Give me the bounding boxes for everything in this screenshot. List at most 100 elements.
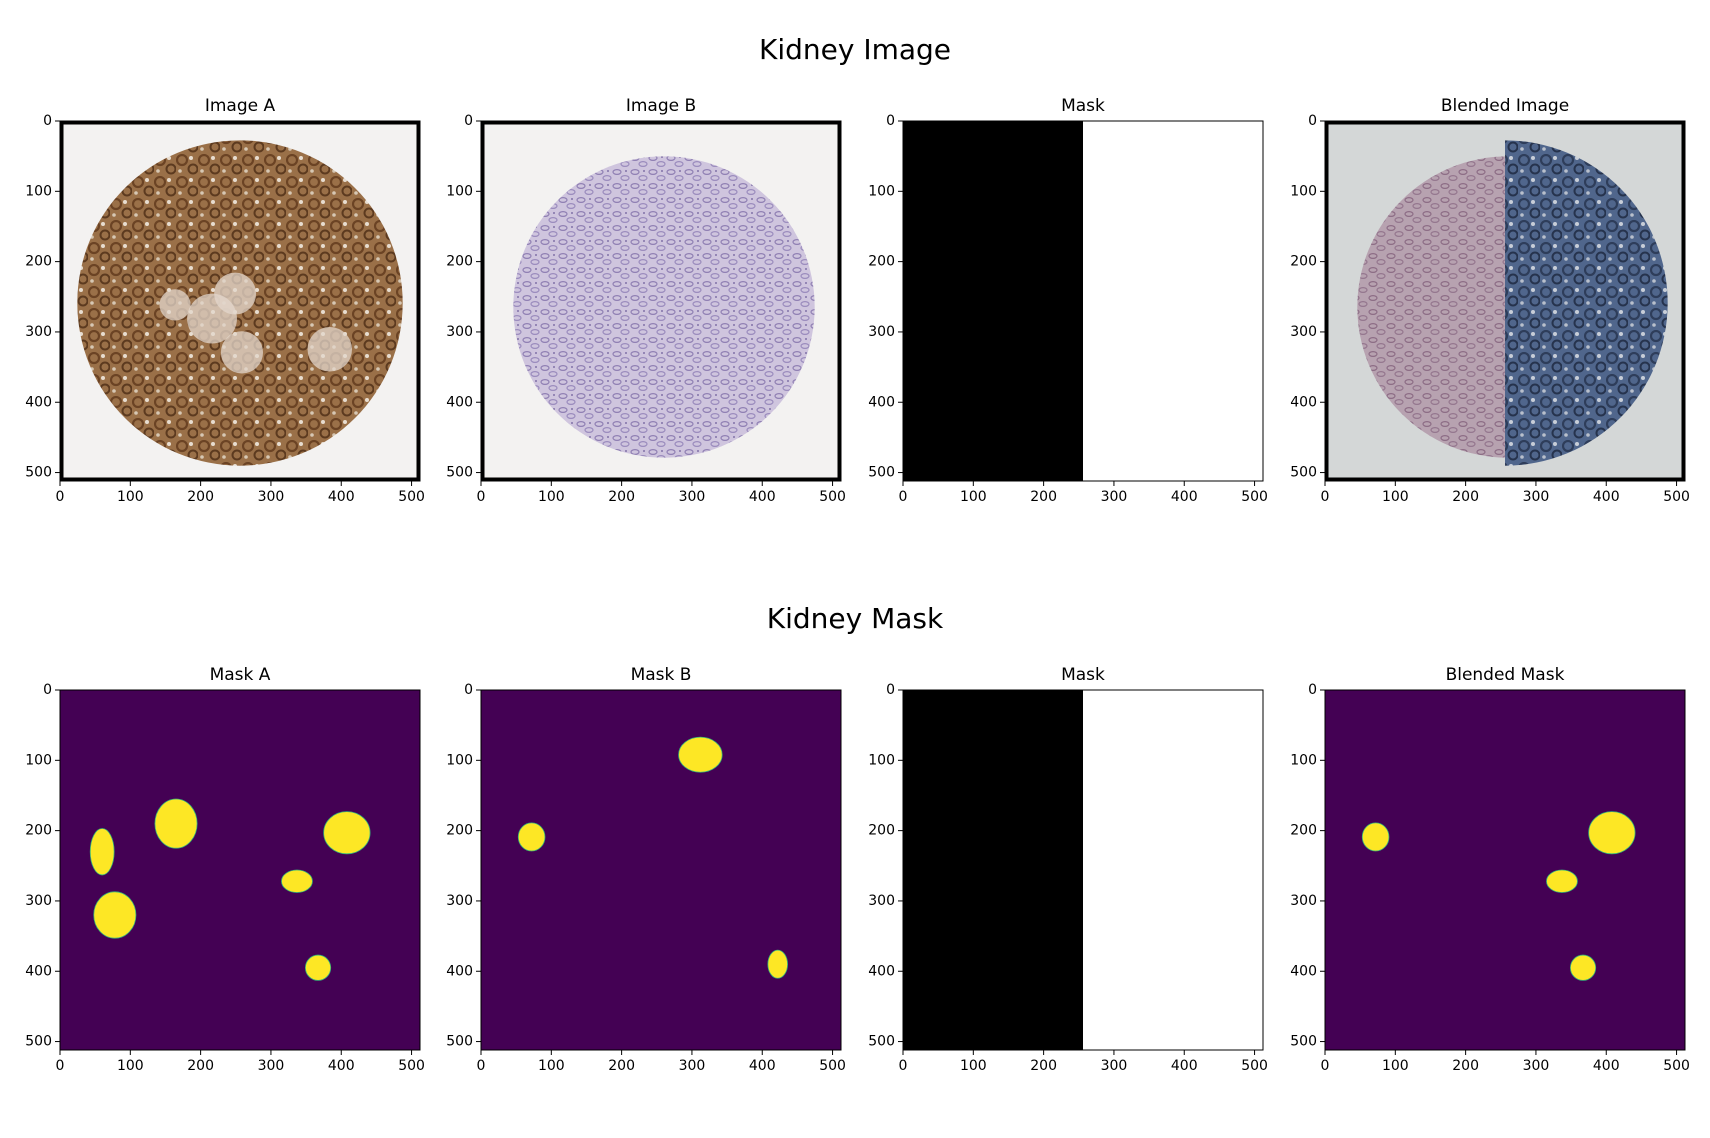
axes-frame (902, 120, 1264, 482)
tissue-right-half (1505, 140, 1668, 466)
y-tick-label: 0 (464, 113, 473, 129)
y-tick-label: 400 (868, 394, 895, 410)
x-tick-label: 300 (1523, 1058, 1550, 1074)
x-tick-label: 200 (608, 1058, 635, 1074)
x-tick-label: 500 (1663, 1058, 1690, 1074)
x-tick-label: 500 (398, 489, 425, 505)
mask-region (1546, 869, 1578, 893)
mask-region (1569, 954, 1597, 981)
image-area (903, 690, 1263, 1050)
glomerulus (214, 272, 257, 315)
y-tick-label: 0 (464, 682, 473, 698)
x-tick-label: 0 (56, 489, 65, 505)
x-tick-label: 200 (1452, 489, 1479, 505)
image-area (1325, 690, 1685, 1050)
y-tick-label: 100 (446, 752, 473, 768)
mask-region (89, 828, 115, 876)
y-tick-label: 500 (446, 465, 473, 481)
y-tick-label: 300 (1290, 324, 1317, 340)
image-area (481, 690, 841, 1050)
mask-region (1361, 822, 1390, 852)
mask-background (1325, 690, 1685, 1050)
y-tick-label: 0 (886, 113, 895, 129)
subplot-title: Mask (1061, 96, 1105, 116)
x-tick-label: 0 (1321, 1058, 1330, 1074)
x-tick-label: 100 (960, 489, 987, 505)
dark-border (60, 121, 420, 481)
y-tick-label: 300 (1290, 893, 1317, 909)
mask-background (481, 690, 841, 1050)
x-tick-label: 500 (1663, 489, 1690, 505)
mask-region (281, 869, 313, 893)
y-tick-label: 200 (25, 823, 52, 839)
x-tick-label: 500 (1241, 489, 1268, 505)
x-tick-label: 0 (477, 489, 486, 505)
subplot-title: Mask B (631, 665, 692, 685)
image-area (60, 121, 420, 481)
y-tick-label: 100 (25, 752, 52, 768)
y-tick-label: 300 (868, 893, 895, 909)
axes-frame (59, 120, 421, 482)
x-tick-label: 0 (1321, 489, 1330, 505)
subplot-title: Mask (1061, 665, 1105, 685)
x-tick-label: 300 (1101, 489, 1128, 505)
glomerulus (159, 289, 191, 321)
x-tick-label: 100 (117, 489, 144, 505)
dark-border (1325, 121, 1685, 481)
x-tick-label: 300 (1101, 1058, 1128, 1074)
x-tick-label: 0 (899, 1058, 908, 1074)
y-tick-label: 200 (1290, 254, 1317, 270)
y-tick-label: 300 (446, 324, 473, 340)
y-tick-label: 0 (43, 113, 52, 129)
y-tick-label: 300 (446, 893, 473, 909)
image-area (60, 690, 420, 1050)
mask-region (678, 736, 723, 773)
y-tick-label: 400 (868, 963, 895, 979)
subplot-title: Image A (205, 96, 276, 116)
y-tick-label: 100 (25, 183, 52, 199)
axes-frame (1324, 120, 1686, 482)
mask-one-region (1083, 121, 1263, 481)
y-tick-label: 200 (1290, 823, 1317, 839)
subplot-title: Blended Mask (1446, 665, 1565, 685)
y-tick-label: 400 (25, 963, 52, 979)
y-tick-label: 400 (1290, 394, 1317, 410)
x-tick-label: 100 (960, 1058, 987, 1074)
mask-zero-region (903, 121, 1083, 481)
x-tick-label: 100 (117, 1058, 144, 1074)
y-tick-label: 500 (1290, 1034, 1317, 1050)
subplot-title: Image B (626, 96, 696, 116)
mask-region (767, 949, 788, 979)
y-tick-label: 200 (446, 823, 473, 839)
mask-region (1588, 811, 1636, 855)
y-tick-label: 300 (868, 324, 895, 340)
x-tick-label: 400 (1593, 489, 1620, 505)
x-tick-label: 300 (679, 1058, 706, 1074)
y-tick-label: 500 (25, 1034, 52, 1050)
x-tick-label: 300 (258, 1058, 285, 1074)
x-tick-label: 200 (1030, 1058, 1057, 1074)
x-tick-label: 400 (328, 489, 355, 505)
y-tick-label: 500 (868, 465, 895, 481)
tissue-left-half (1357, 156, 1505, 458)
y-tick-label: 400 (1290, 963, 1317, 979)
suptitle: Kidney Image (759, 33, 951, 66)
mask-region (517, 822, 546, 852)
image-area (1325, 121, 1685, 481)
y-tick-label: 200 (446, 254, 473, 270)
x-tick-label: 300 (258, 489, 285, 505)
axes-frame (480, 689, 842, 1051)
x-tick-label: 100 (1382, 489, 1409, 505)
x-tick-label: 200 (1030, 489, 1057, 505)
x-tick-label: 100 (538, 489, 565, 505)
y-tick-label: 100 (868, 183, 895, 199)
subplot-title: Blended Image (1441, 96, 1569, 116)
y-tick-label: 200 (868, 254, 895, 270)
y-tick-label: 400 (25, 394, 52, 410)
mask-region (93, 891, 137, 939)
